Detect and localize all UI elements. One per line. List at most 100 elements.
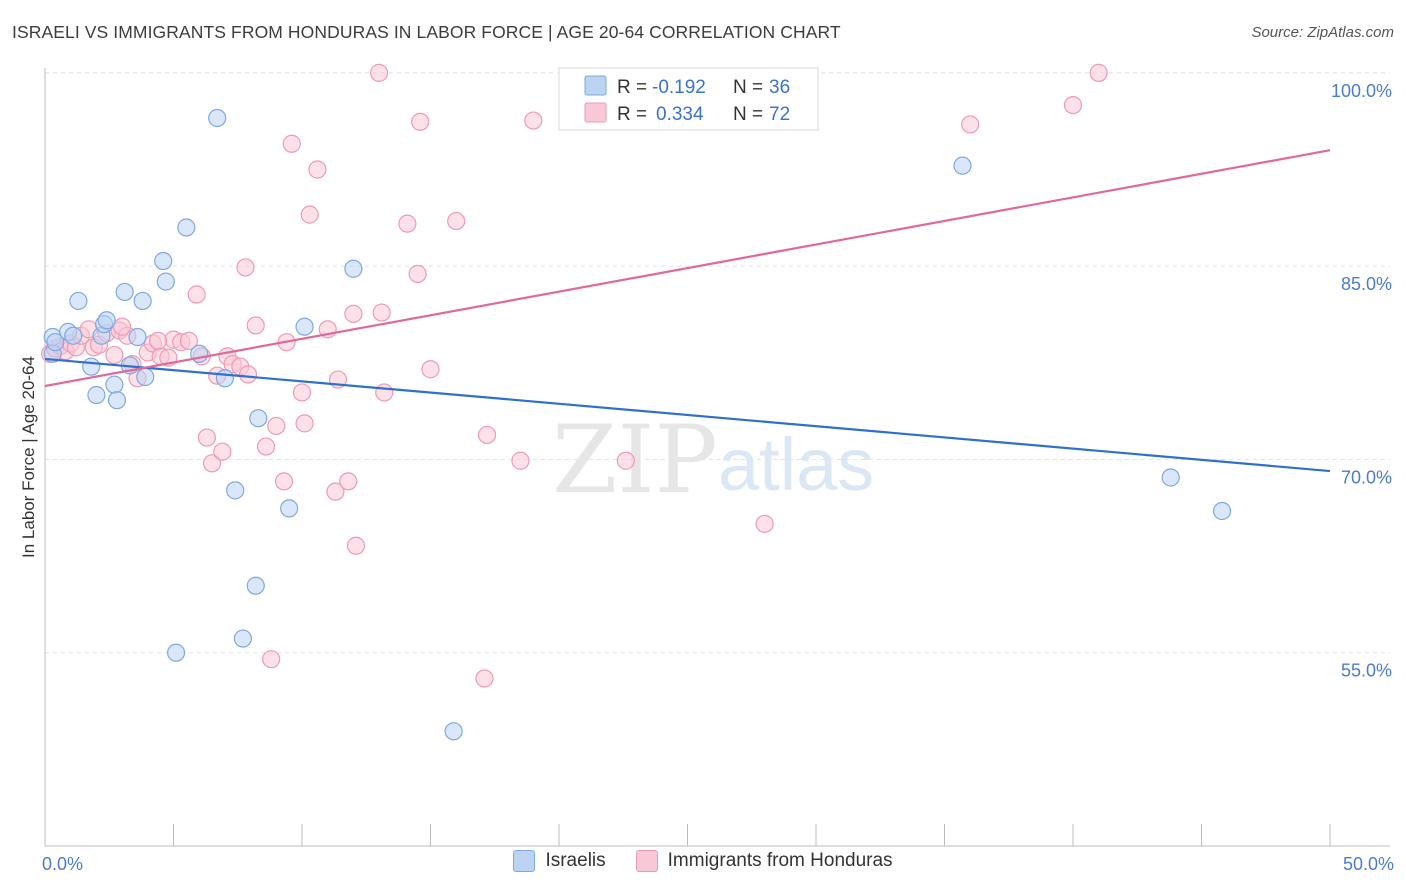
y-tick-label-0: 100.0%	[1331, 81, 1392, 101]
israelis-point-26	[249, 409, 268, 428]
honduras-point-60	[477, 425, 497, 445]
honduras-point-33	[238, 365, 258, 384]
honduras-point-57	[421, 360, 440, 379]
israelis-point-8	[97, 311, 116, 330]
israelis-point-34	[1161, 468, 1180, 487]
israelis-point-11	[115, 282, 134, 302]
honduras-point-66	[755, 514, 774, 533]
y-axis-label: In Labor Force | Age 20-64	[19, 356, 38, 558]
honduras-point-56	[411, 112, 430, 131]
y-tick-label-3: 55.0%	[1341, 661, 1392, 681]
israelis-point-22	[215, 369, 234, 388]
honduras-point-26	[202, 454, 222, 473]
israelis-point-27	[280, 499, 299, 518]
axes	[44, 68, 1390, 847]
y-tick-label-1: 85.0%	[1341, 274, 1392, 294]
honduras-point-69	[1089, 63, 1108, 82]
honduras-point-28	[213, 442, 232, 461]
honduras-point-49	[344, 304, 363, 323]
israelis-point-4	[82, 357, 101, 376]
legend-swatch-israelis	[513, 850, 536, 872]
series-legend: Israelis Immigrants from Honduras	[0, 850, 1406, 872]
honduras-point-52	[372, 303, 391, 322]
israelis-point-18	[166, 643, 186, 662]
y-tick-label-2: 70.0%	[1341, 467, 1392, 487]
legend-r-value-0: -0.192	[652, 77, 706, 98]
honduras-point-44	[308, 160, 327, 179]
israelis-points	[43, 108, 1232, 741]
legend-swatch-israelis	[584, 75, 607, 96]
legend-item-honduras[interactable]: Immigrants from Honduras	[635, 850, 893, 872]
israelis-point-25	[233, 629, 252, 648]
legend-label-israelis: Israelis	[545, 850, 606, 871]
watermark: ZIP atlas	[552, 406, 874, 515]
x-tick-label-1: 50.0%	[1343, 854, 1394, 874]
x-tick-labels: 0.0% 50.0%	[42, 854, 1394, 874]
honduras-point-58	[447, 211, 466, 231]
honduras-point-35	[256, 437, 276, 456]
israelis-point-3	[69, 291, 88, 311]
israelis-point-19	[177, 218, 196, 237]
israelis-point-24	[246, 576, 265, 595]
israelis-point-5	[87, 385, 106, 405]
israelis-point-32	[46, 333, 65, 352]
honduras-points	[41, 63, 1108, 688]
honduras-point-36	[262, 650, 281, 669]
honduras-trend-line	[44, 149, 1331, 388]
y-tick-labels: 100.0% 85.0% 70.0% 55.0%	[1331, 81, 1392, 681]
legend-n-label-1: N =	[733, 104, 763, 125]
honduras-point-70	[112, 317, 132, 336]
x-tick-label-0: 0.0%	[42, 854, 83, 874]
israelis-point-16	[154, 251, 173, 271]
honduras-point-32	[236, 258, 255, 277]
correlation-legend: R = -0.192 N = 36 R = 0.334 N = 72	[558, 67, 819, 131]
honduras-point-50	[346, 536, 366, 555]
honduras-point-67	[961, 115, 980, 134]
legend-n-label-0: N =	[733, 77, 763, 98]
israelis-point-13	[128, 327, 147, 347]
israelis-point-15	[136, 367, 155, 387]
honduras-point-40	[282, 134, 301, 153]
honduras-point-61	[511, 451, 530, 470]
israelis-point-14	[133, 291, 152, 311]
israelis-point-21	[208, 108, 227, 128]
honduras-point-59	[475, 669, 494, 688]
honduras-point-38	[274, 472, 294, 491]
legend-item-israelis[interactable]: Israelis	[513, 850, 606, 872]
israelis-trend-line	[44, 357, 1331, 473]
honduras-point-54	[398, 214, 417, 233]
honduras-point-23	[187, 285, 206, 304]
honduras-point-46	[326, 482, 345, 501]
honduras-point-51	[370, 63, 389, 82]
legend-n-value-0: 36	[769, 77, 790, 98]
israelis-point-28	[295, 317, 314, 336]
honduras-point-63	[616, 451, 635, 470]
honduras-point-25	[197, 428, 217, 447]
legend-swatch-honduras	[635, 850, 658, 872]
honduras-point-53	[375, 383, 394, 402]
watermark-atlas: atlas	[718, 423, 874, 506]
israelis-point-35	[1212, 501, 1232, 521]
honduras-point-37	[267, 416, 286, 436]
israelis-point-17	[156, 272, 175, 291]
trend-lines	[44, 149, 1331, 473]
legend-label-honduras: Immigrants from Honduras	[667, 850, 893, 871]
source-credit: Source: ZipAtlas.com	[1251, 24, 1394, 41]
israelis-point-2	[64, 326, 83, 345]
honduras-point-22	[179, 331, 199, 350]
legend-r-label-0: R =	[617, 77, 647, 98]
legend-r-value-1: 0.334	[656, 104, 704, 125]
honduras-point-62	[524, 111, 543, 130]
honduras-point-55	[408, 264, 427, 283]
israelis-point-9	[105, 375, 124, 394]
honduras-point-48	[339, 472, 358, 491]
honduras-point-68	[1063, 95, 1083, 115]
honduras-point-11	[105, 345, 124, 365]
israelis-point-33	[953, 156, 972, 175]
israelis-point-23	[226, 481, 245, 500]
honduras-point-41	[292, 383, 312, 402]
chart-title: ISRAELI VS IMMIGRANTS FROM HONDURAS IN L…	[12, 22, 841, 42]
honduras-point-34	[246, 316, 265, 335]
israelis-point-30	[444, 722, 463, 741]
